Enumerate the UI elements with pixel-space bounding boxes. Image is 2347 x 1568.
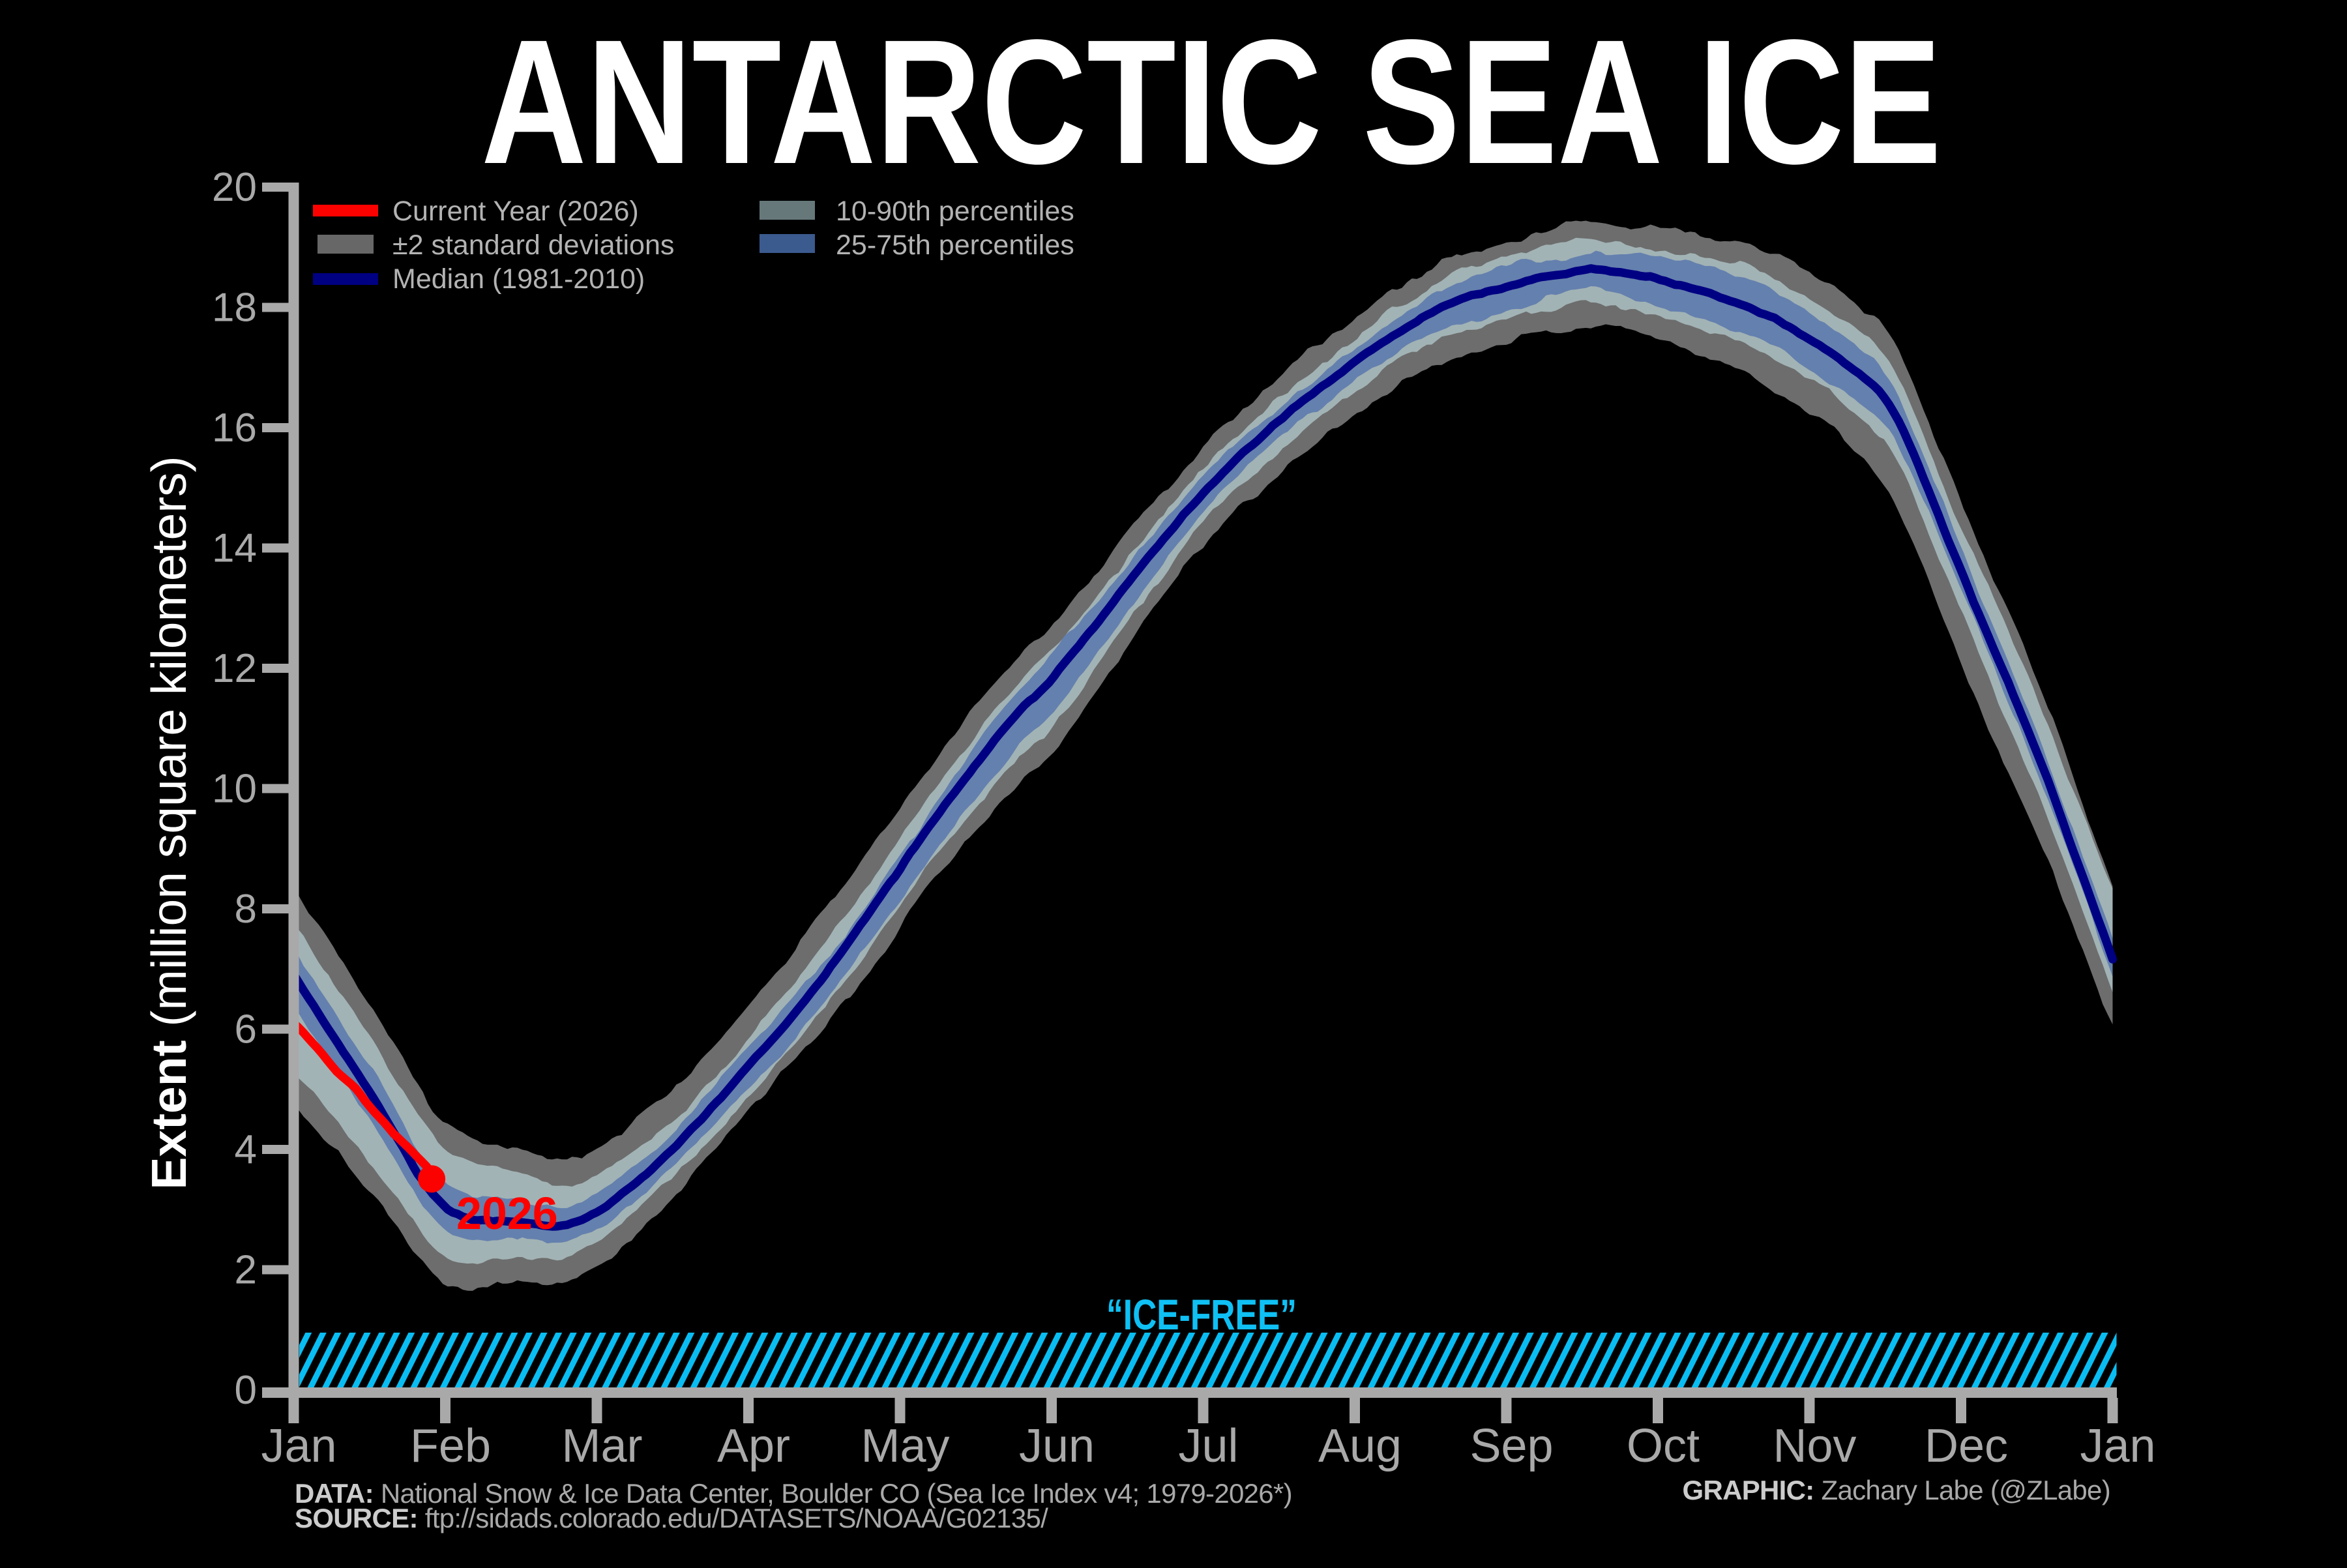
svg-text:20: 20	[212, 165, 257, 210]
svg-text:Sep: Sep	[1469, 1420, 1553, 1472]
svg-text:25-75th percentiles: 25-75th percentiles	[836, 229, 1074, 261]
svg-text:Oct: Oct	[1627, 1420, 1700, 1472]
svg-text:2026: 2026	[456, 1188, 558, 1239]
svg-text:Current Year (2026): Current Year (2026)	[392, 196, 639, 227]
svg-text:May: May	[861, 1420, 949, 1472]
svg-text:6: 6	[235, 1007, 257, 1052]
svg-text:16: 16	[212, 406, 257, 451]
svg-text:SOURCE: ftp://sidads.colorado.: SOURCE: ftp://sidads.colorado.edu/DATASE…	[295, 1503, 1048, 1533]
svg-text:10-90th percentiles: 10-90th percentiles	[836, 196, 1074, 227]
svg-text:Apr: Apr	[717, 1420, 790, 1472]
svg-text:14: 14	[212, 526, 257, 571]
svg-text:Jan: Jan	[261, 1420, 336, 1472]
svg-text:Nov: Nov	[1773, 1420, 1856, 1472]
svg-text:±2 standard deviations: ±2 standard deviations	[392, 229, 674, 261]
svg-text:Mar: Mar	[562, 1420, 643, 1472]
svg-text:Extent (million square kilomet: Extent (million square kilometers)	[141, 456, 196, 1189]
svg-text:4: 4	[235, 1127, 257, 1172]
svg-text:Dec: Dec	[1925, 1420, 2008, 1472]
svg-text:Feb: Feb	[410, 1420, 491, 1472]
svg-text:GRAPHIC: Zachary Labe (@ZLabe): GRAPHIC: Zachary Labe (@ZLabe)	[1682, 1475, 2110, 1505]
svg-text:Jul: Jul	[1178, 1420, 1238, 1472]
svg-text:DATA: National Snow & Ice Data: DATA: National Snow & Ice Data Center, B…	[295, 1478, 1292, 1509]
svg-text:“ICE-FREE”: “ICE-FREE”	[1106, 1290, 1297, 1339]
svg-text:Aug: Aug	[1318, 1420, 1402, 1472]
svg-text:0: 0	[235, 1368, 257, 1413]
svg-text:Jan: Jan	[2080, 1420, 2155, 1472]
svg-text:ANTARCTIC SEA ICE: ANTARCTIC SEA ICE	[481, 3, 1941, 201]
svg-text:Median (1981-2010): Median (1981-2010)	[392, 263, 645, 295]
svg-text:2: 2	[235, 1248, 257, 1293]
svg-text:Jun: Jun	[1019, 1420, 1095, 1472]
svg-text:10: 10	[212, 767, 257, 812]
svg-text:12: 12	[212, 646, 257, 691]
svg-text:8: 8	[235, 887, 257, 932]
svg-text:18: 18	[212, 286, 257, 331]
